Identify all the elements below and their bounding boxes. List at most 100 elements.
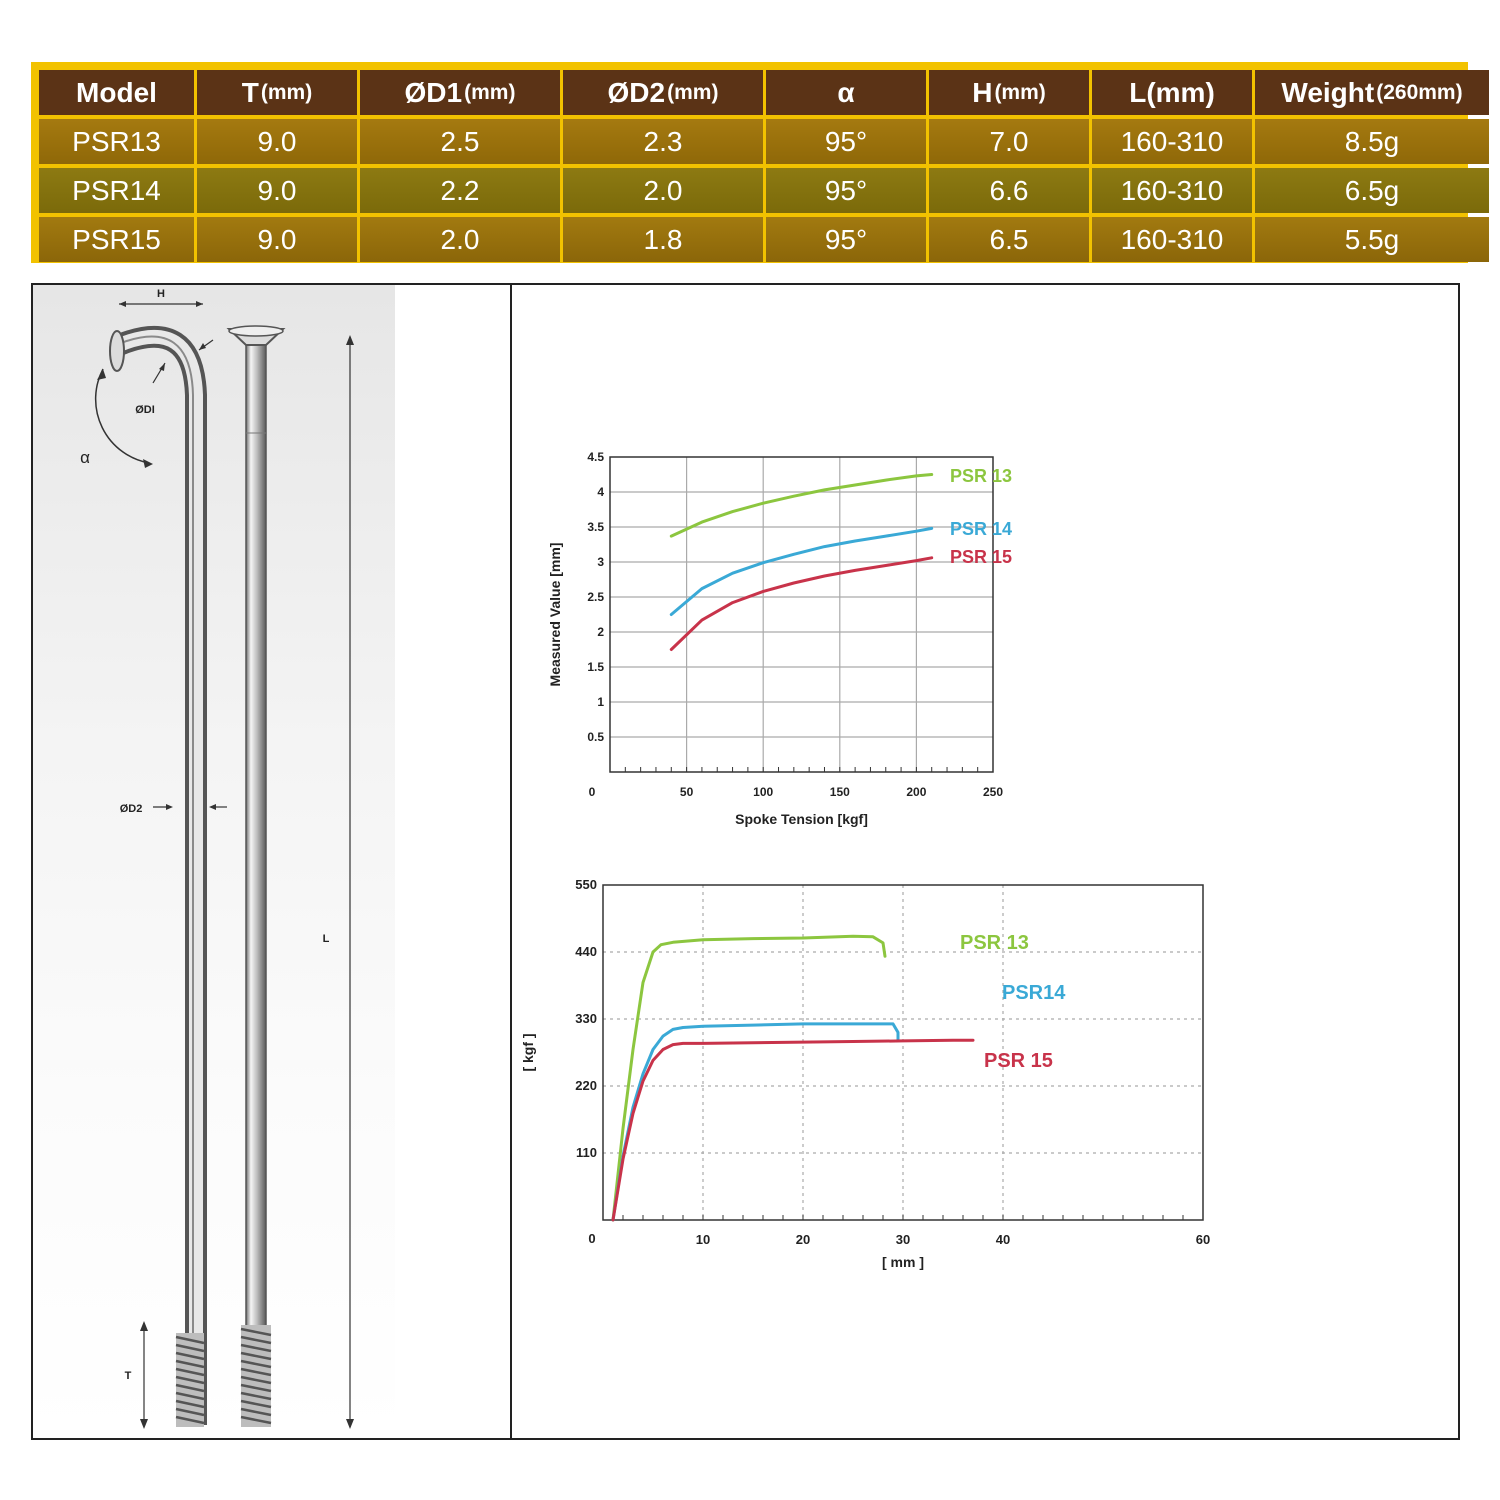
spoke-drawing-background (33, 285, 395, 1438)
table-cell: 9.0 (197, 168, 357, 213)
l-label: L (323, 933, 330, 945)
t-dimension: T (125, 1321, 148, 1429)
table-cell: 160-310 (1092, 119, 1252, 164)
series-line-0 (669, 473, 934, 538)
header-unit: (mm) (994, 80, 1046, 104)
series-line-1 (611, 1022, 900, 1222)
table-cell: 5.5g (1255, 217, 1489, 262)
header-unit: (mm) (260, 80, 313, 104)
table-cell: 95° (766, 168, 926, 213)
table-header-cell: Weight (260mm) (1255, 70, 1489, 115)
model-cell: PSR14 (39, 168, 194, 213)
y-tick-label: 0.5 (587, 730, 604, 744)
x-tick-label: 40 (996, 1232, 1010, 1247)
x-tick-label: 150 (830, 785, 850, 799)
x-tick-label: 20 (796, 1232, 810, 1247)
origin-label: 0 (589, 785, 596, 799)
table-cell: 1.8 (563, 217, 763, 262)
series-label-0: PSR 13 (950, 466, 1012, 486)
series-label-1: PSR14 (1002, 982, 1066, 1004)
x-tick-label: 200 (906, 785, 926, 799)
table-cell: 95° (766, 217, 926, 262)
header-label: ØD1 (404, 76, 463, 108)
y-tick-label: 550 (575, 877, 597, 892)
spoke-drawing: H ØDI α ØD2 (80, 288, 354, 1429)
table-cell: 160-310 (1092, 217, 1252, 262)
series-label-0: PSR 13 (960, 932, 1029, 954)
x-tick-label: 60 (1196, 1232, 1210, 1247)
bent-spoke-threads (175, 1333, 205, 1427)
header-label: L(mm) (1129, 76, 1215, 108)
spec-table: Model T (mm) ØD1 (mm) ØD2 (mm) α H (mm) L(mm) Weigh… (31, 62, 1489, 263)
diagram-panel (31, 283, 1460, 1440)
table-header-cell: Model (39, 70, 194, 115)
d2-callout: ØD2 (120, 803, 227, 815)
y-tick-label: 4.5 (587, 450, 604, 464)
y-tick-label: 220 (575, 1078, 597, 1093)
header-label: Model (76, 76, 157, 108)
series-line-2 (611, 1038, 975, 1222)
bent-spoke (109, 325, 207, 1427)
x-axis-label: [ mm ] (882, 1254, 924, 1270)
origin-label: 0 (588, 1231, 595, 1246)
t-label: T (125, 1370, 132, 1382)
table-header-cell: H (mm) (929, 70, 1089, 115)
table-cell: 2.0 (360, 217, 560, 262)
header-label: T (241, 76, 259, 108)
header-unit: (mm) (464, 80, 516, 104)
y-tick-label: 330 (575, 1011, 597, 1026)
header-unit: (260mm) (1376, 80, 1463, 104)
plot-frame (609, 456, 994, 773)
table-cell: 9.0 (197, 217, 357, 262)
y-tick-label: 3.5 (587, 520, 604, 534)
panel-divider (510, 283, 512, 1440)
table-cell: 2.2 (360, 168, 560, 213)
x-tick-label: 100 (753, 785, 773, 799)
y-tick-label: 110 (576, 1145, 597, 1160)
table-cell: 2.3 (563, 119, 763, 164)
table-header-cell: ØD1 (mm) (360, 70, 560, 115)
h-dimension: H (119, 288, 203, 307)
y-tick-label: 440 (575, 944, 597, 959)
table-cell: 95° (766, 119, 926, 164)
y-tick-label: 4 (597, 485, 604, 499)
table-cell: 6.5 (929, 217, 1089, 262)
table-cell: 7.0 (929, 119, 1089, 164)
y-tick-label: 1.5 (587, 660, 604, 674)
alpha-arc: α (80, 368, 153, 468)
y-axis-label: Measured Value [mm] (547, 543, 563, 687)
x-tick-label: 30 (896, 1232, 910, 1247)
series-line-2 (669, 556, 934, 651)
x-tick-label: 250 (983, 785, 1003, 799)
spec-grid: Model T (mm) ØD1 (mm) ØD2 (mm) α H (mm) L(mm) Weigh… (39, 70, 1489, 262)
d2-label: ØD2 (120, 803, 143, 815)
h-label: H (157, 288, 165, 300)
series-label-2: PSR 15 (984, 1050, 1053, 1072)
header-unit: (mm) (667, 80, 719, 104)
series-label-2: PSR 15 (950, 547, 1012, 567)
straight-spoke (226, 325, 286, 1427)
chart-measured-value: 0501001502002500.511.522.533.544.50Spoke… (547, 450, 1012, 827)
model-cell: PSR13 (39, 119, 194, 164)
header-label: H (972, 76, 993, 108)
table-cell: 6.6 (929, 168, 1089, 213)
table-cell: 6.5g (1255, 168, 1489, 213)
y-axis-label: [ kgf ] (520, 1033, 536, 1071)
table-cell: 8.5g (1255, 119, 1489, 164)
table-header-cell: T (mm) (197, 70, 357, 115)
model-cell: PSR15 (39, 217, 194, 262)
series-line-1 (669, 526, 934, 616)
y-tick-label: 2 (597, 625, 604, 639)
table-cell: 2.5 (360, 119, 560, 164)
y-tick-label: 1 (597, 695, 604, 709)
table-header-cell: α (766, 70, 926, 115)
chart-kgf-vs-mm: 010203040601102203304405500[ mm ][ kgf ]… (520, 877, 1210, 1270)
table-header-cell: L(mm) (1092, 70, 1252, 115)
straight-spoke-threads (240, 1325, 272, 1427)
d1-label: ØDI (135, 404, 155, 416)
table-header-cell: ØD2 (mm) (563, 70, 763, 115)
x-tick-label: 50 (680, 785, 694, 799)
y-tick-label: 3 (597, 555, 604, 569)
y-tick-label: 2.5 (587, 590, 604, 604)
l-dimension: L (323, 335, 354, 1429)
